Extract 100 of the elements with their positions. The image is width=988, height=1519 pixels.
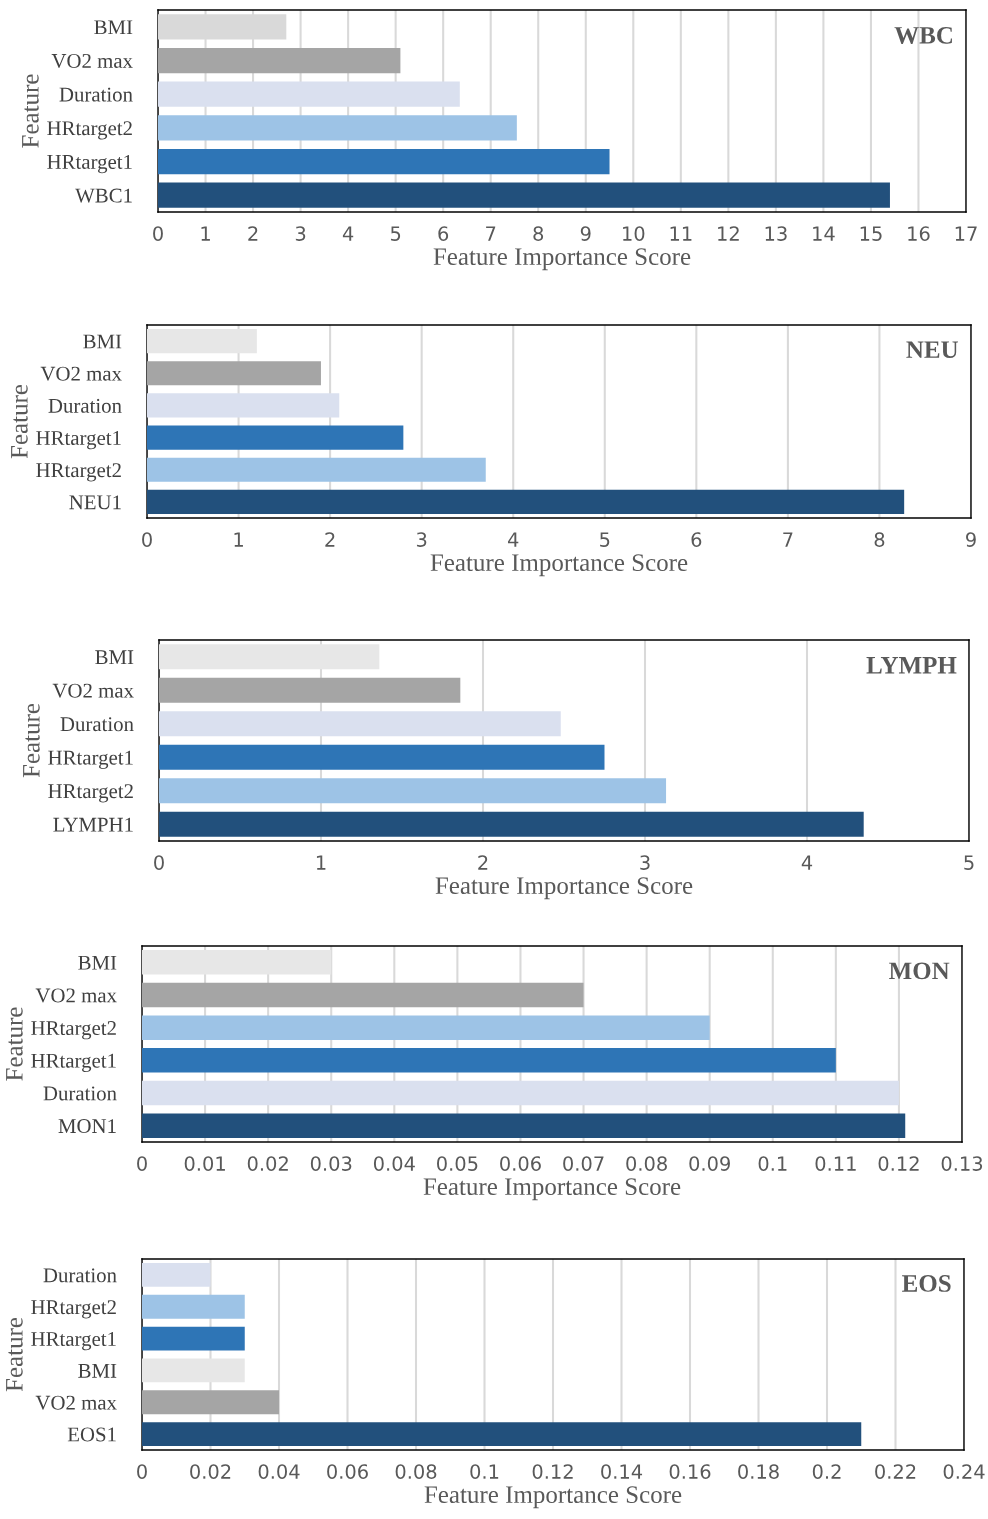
x-axis-title: Feature Importance Score [435,877,693,900]
y-tick-label: BMI [95,650,134,665]
x-tick-label: 8 [533,226,544,241]
y-tick-label: VO2 max [35,988,117,1003]
x-tick-label: 2 [325,532,335,547]
x-tick-label: 0.1 [758,1156,787,1171]
x-tick-label: 0 [153,226,163,241]
y-tick-label: MON1 [58,1119,116,1134]
y-tick-label: BMI [94,20,133,35]
x-tick-label: 0.09 [689,1156,730,1171]
y-tick-label: LYMPH1 [53,817,133,832]
x-tick-label: 6 [438,226,449,241]
y-tick-label: BMI [78,955,117,970]
y-tick-label: Duration [43,1268,117,1283]
y-tick-label: HRtarget2 [36,463,121,482]
x-tick-label: 12 [718,226,739,241]
x-tick-label: 3 [640,855,650,870]
x-tick-label: 0.06 [327,1464,368,1479]
x-tick-label: 0.11 [815,1156,856,1171]
x-tick-label: 3 [295,226,306,241]
x-tick-label: 8 [874,532,885,547]
y-axis-title: Feature [22,74,39,148]
y-tick-label: HRtarget2 [31,1300,116,1319]
bar [158,148,610,175]
bar [142,1294,245,1319]
y-tick-label: VO2 max [40,366,122,381]
x-axis-title: Feature Importance Score [430,554,688,577]
y-tick-label: HRtarget2 [48,784,133,803]
bar [147,329,257,354]
y-axis-title: Feature [23,703,40,778]
x-tick-label: 0.06 [500,1156,541,1171]
bar [147,393,340,418]
y-axis-title: Feature [6,1007,23,1081]
x-tick-label: 0.02 [247,1156,288,1171]
y-tick-label: BMI [78,1364,117,1378]
bar [142,1080,899,1106]
x-tick-label: 17 [955,226,977,241]
x-tick-label: 1 [201,226,210,241]
bar [159,778,667,804]
x-tick-label: 0.05 [437,1156,478,1171]
chart-title: NEU [906,341,959,359]
x-tick-label: 0.13 [941,1156,983,1171]
x-tick-label: 0.16 [669,1464,711,1479]
bar [158,182,890,208]
bar [159,677,461,703]
y-tick-label: HRtarget1 [31,1053,116,1073]
chart-title: MON [889,962,950,980]
x-axis-title: Feature Importance Score [433,248,691,271]
bar [142,1326,245,1351]
x-tick-label: 2 [248,226,258,241]
x-tick-label: 0.12 [878,1156,919,1171]
x-tick-label: 1 [234,532,243,547]
y-tick-label: WBC1 [75,188,132,203]
x-tick-label: 0.08 [626,1156,667,1171]
x-tick-label: 15 [860,226,882,241]
x-tick-label: 0.07 [563,1156,604,1171]
x-tick-label: 0.24 [943,1464,985,1479]
x-tick-label: 4 [507,532,519,547]
x-tick-label: 16 [908,226,930,241]
x-tick-label: 0 [154,855,164,870]
bar [158,115,517,141]
x-tick-label: 14 [813,226,835,241]
y-tick-label: VO2 max [52,683,134,698]
bar [159,744,605,770]
bar [142,1048,836,1073]
x-tick-label: 7 [783,532,793,547]
chart-title: EOS [902,1275,951,1292]
bar [142,1015,710,1040]
x-axis-title: Feature Importance Score [423,1178,681,1201]
x-tick-label: 5 [964,855,974,870]
y-tick-label: Duration [59,87,133,102]
x-tick-label: 4 [342,226,354,241]
y-tick-label: HRtarget1 [36,431,121,450]
x-tick-label: 2 [478,855,488,870]
x-tick-label: 0.08 [395,1464,437,1479]
bar [159,811,864,837]
bar [142,1358,245,1383]
x-tick-label: 6 [691,532,702,547]
bar [142,1422,862,1447]
y-tick-label: HRtarget2 [47,121,132,140]
bar [147,425,404,450]
y-tick-label: Duration [43,1086,117,1101]
y-tick-label: HRtarget1 [47,154,132,174]
y-tick-label: Duration [48,398,122,413]
x-axis-title: Feature Importance Score [424,1486,682,1509]
y-tick-label: HRtarget1 [48,750,133,769]
x-tick-label: 0.14 [601,1464,643,1479]
bar [142,1262,211,1287]
text: LYMPH [866,657,957,674]
x-tick-label: 0.04 [373,1156,415,1171]
y-axis-title: Feature [11,384,28,459]
bar [142,950,332,975]
bar [142,982,584,1008]
x-tick-label: 1 [316,855,326,870]
bar [147,457,486,482]
x-tick-label: 0.01 [184,1156,225,1171]
x-tick-label: 9 [580,226,591,241]
x-tick-label: 0.03 [310,1156,352,1171]
bar [147,489,905,514]
y-axis-title: Feature [6,1317,23,1392]
